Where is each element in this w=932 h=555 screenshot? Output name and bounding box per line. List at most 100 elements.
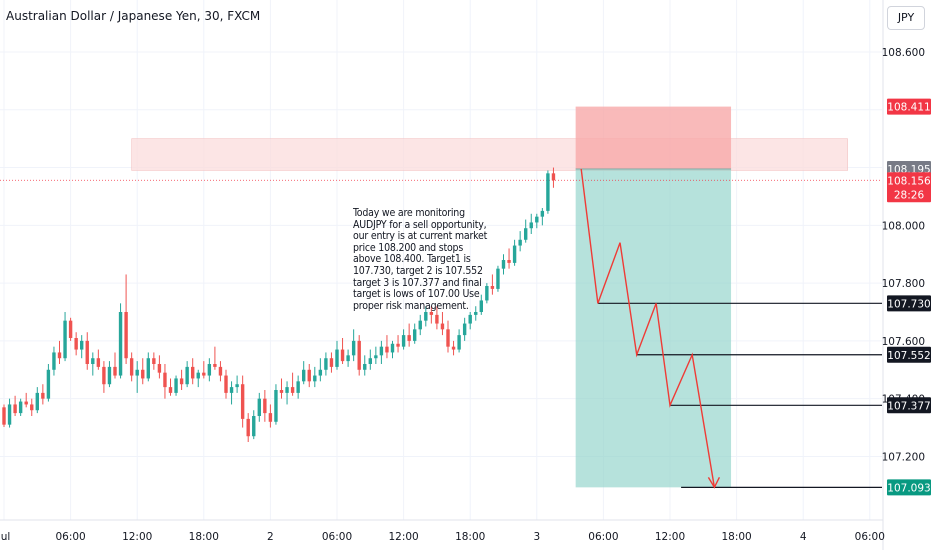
projection-path <box>580 168 721 489</box>
price-label-bg <box>887 295 931 312</box>
candle-body <box>357 340 361 370</box>
candle-body <box>191 366 195 379</box>
candle-body <box>102 366 106 385</box>
candle-body <box>207 364 212 376</box>
candle-body <box>129 358 134 376</box>
price-tick-label: 108.000 <box>882 220 925 232</box>
candles <box>2 167 556 442</box>
candle-body <box>268 413 273 422</box>
candle-body <box>340 349 345 362</box>
price-label: 107.730 <box>887 298 930 310</box>
candle-body <box>252 416 256 437</box>
price-label-bg <box>887 172 931 203</box>
candle-body <box>152 358 156 364</box>
time-tick-label: 18:00 <box>189 531 219 543</box>
time-tick-label: 12:00 <box>388 531 418 543</box>
candle-body <box>546 173 550 211</box>
projection-zigzag <box>580 168 716 488</box>
candle-body <box>396 343 400 347</box>
candle-body <box>257 398 261 416</box>
candle-body <box>540 210 545 217</box>
price-label: 108.411 <box>887 102 930 114</box>
price-label-bg <box>887 346 931 363</box>
candle-body <box>202 372 206 376</box>
time-tick-label: Jul <box>0 531 10 543</box>
price-label-bg <box>887 98 931 115</box>
candle-body <box>413 329 417 341</box>
price-label: 107.552 <box>887 350 930 362</box>
candle-body <box>246 418 250 437</box>
candle-body <box>96 358 101 367</box>
candle-body <box>468 314 472 324</box>
time-tick-label: 06:00 <box>55 531 85 543</box>
candle-body <box>324 358 328 370</box>
chart-title: Australian Dollar / Japanese Yen, 30, FX… <box>6 9 261 23</box>
candle-body <box>41 392 45 399</box>
candle-body <box>363 364 367 370</box>
candle-body <box>418 320 422 330</box>
candle-body <box>302 369 306 382</box>
candle-body <box>163 372 167 388</box>
candle-body <box>501 260 506 269</box>
time-tick-label: 12:00 <box>655 531 685 543</box>
candle-body <box>318 369 323 376</box>
candle-body <box>240 384 245 419</box>
candle-body <box>446 329 450 347</box>
candle-body <box>368 358 372 364</box>
time-tick-label: 06:00 <box>855 531 885 543</box>
candle-body <box>18 401 23 414</box>
candle-body <box>135 369 139 376</box>
candle-body <box>407 335 411 341</box>
candle-body <box>401 335 406 347</box>
candle-body <box>118 312 123 376</box>
candle-body <box>179 378 184 385</box>
candle-body <box>351 340 356 356</box>
candle-body <box>113 366 117 376</box>
candle-body <box>335 349 339 367</box>
countdown-label: 28:26 <box>894 189 925 201</box>
projection-arrowhead <box>707 476 721 489</box>
time-tick-label: 12:00 <box>122 531 152 543</box>
candle-body <box>91 358 95 364</box>
candle-body <box>46 369 51 399</box>
candle-body <box>146 358 150 379</box>
price-tick-label: 107.200 <box>882 451 925 463</box>
candle-body <box>13 404 17 414</box>
candle-body <box>290 387 295 393</box>
trade-note[interactable]: Today we are monitoring AUDJPY for a sel… <box>353 207 488 312</box>
time-tick-label: 18:00 <box>455 531 485 543</box>
candle-body <box>551 173 556 181</box>
candle-body <box>512 245 517 263</box>
price-tick-label: 107.800 <box>882 278 925 290</box>
price-tick-label: 107.600 <box>882 336 925 348</box>
resistance-zone <box>131 138 848 171</box>
candle-body <box>74 338 78 350</box>
price-axis-bg <box>883 0 932 550</box>
candle-body <box>124 312 128 359</box>
candle-body <box>307 369 311 382</box>
candle-body <box>429 312 434 315</box>
time-axis[interactable]: Jul 06:00 12:00 18:00 2 06:00 12:00 18:00 3 06:00… <box>0 519 885 543</box>
candle-body <box>7 404 12 425</box>
candle-body <box>263 398 267 414</box>
candle-body <box>479 300 483 312</box>
candle-body <box>440 323 445 330</box>
candle-body <box>274 390 278 422</box>
candle-body <box>174 378 178 393</box>
time-tick-label: 4 <box>800 531 807 543</box>
candle-body <box>85 340 89 364</box>
currency-button[interactable]: JPY <box>887 6 925 30</box>
candle-body <box>451 346 456 350</box>
candle-body <box>229 387 234 393</box>
candle-body <box>63 320 67 359</box>
candle-body <box>224 375 228 393</box>
price-axis[interactable]: 107.200107.400107.600107.800108.000108.6… <box>882 0 932 550</box>
candle-body <box>30 404 34 411</box>
time-tick-label: 06:00 <box>322 531 352 543</box>
candle-body <box>507 260 511 263</box>
candle-body <box>235 384 239 388</box>
candle-body <box>535 216 539 223</box>
candle-body <box>185 366 189 385</box>
